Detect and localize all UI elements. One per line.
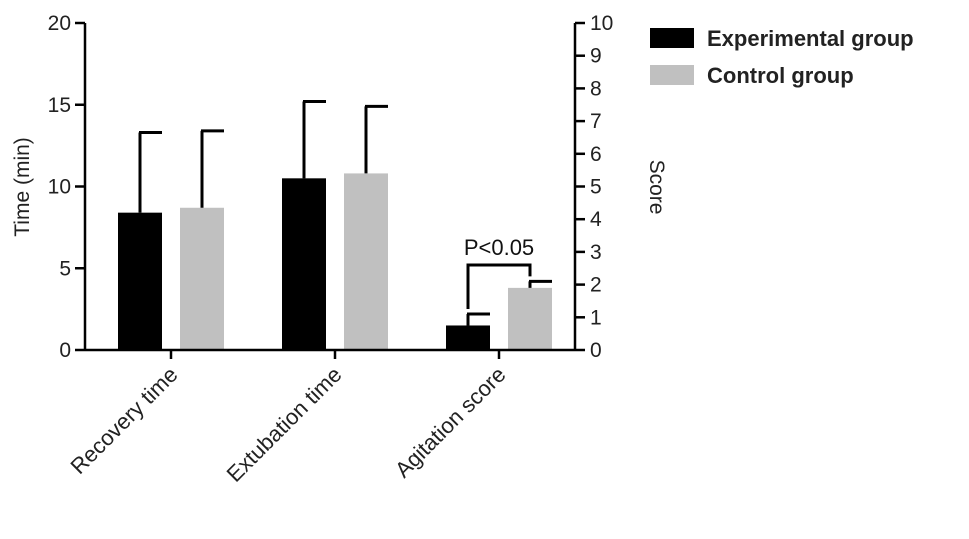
bar-0-1 [282, 178, 326, 350]
y-left-tick-label: 15 [48, 94, 71, 117]
y-right-tick-label: 2 [590, 274, 602, 297]
bar-0-2 [446, 325, 490, 350]
y-right-tick-label: 4 [590, 208, 602, 231]
legend-swatch-experimental [650, 28, 694, 48]
y-left-tick-label: 10 [48, 176, 71, 199]
y-left-tick-label: 5 [59, 257, 71, 280]
y-axis-right-title: Score [645, 160, 668, 215]
legend-label-control: Control group [707, 63, 854, 88]
x-tick-label: Extubation time [222, 362, 347, 487]
bar-0-0 [118, 212, 162, 350]
legend: Experimental group Control group [650, 26, 914, 88]
legend-label-experimental: Experimental group [707, 26, 914, 51]
y-right-tick-label: 5 [590, 176, 602, 199]
error-bars-layer [138, 99, 552, 326]
significance-label: P<0.05 [464, 235, 534, 260]
bar-1-2 [508, 287, 552, 350]
y-right-tick-label: 7 [590, 110, 602, 133]
x-tick-label: Recovery time [65, 362, 182, 479]
y-right-tick-label: 6 [590, 143, 602, 166]
y-axis-left-title: Time (min) [11, 137, 34, 237]
bars-layer [118, 173, 552, 350]
bar-1-0 [180, 207, 224, 350]
y-right-tick-label: 3 [590, 241, 602, 264]
y-left-tick-label: 20 [48, 12, 71, 35]
y-left-tick-label: 0 [59, 339, 71, 362]
y-right-tick-label: 0 [590, 339, 602, 362]
y-right-tick-label: 10 [590, 12, 613, 35]
significance-annotation: P<0.05 [464, 235, 534, 310]
legend-swatch-control [650, 65, 694, 85]
significance-bracket [466, 263, 532, 310]
y-right-tick-label: 9 [590, 45, 602, 68]
x-tick-label: Agitation score [390, 362, 511, 483]
y-right-tick-label: 8 [590, 77, 602, 100]
y-right-tick-label: 1 [590, 306, 602, 329]
bar-1-1 [344, 173, 388, 350]
